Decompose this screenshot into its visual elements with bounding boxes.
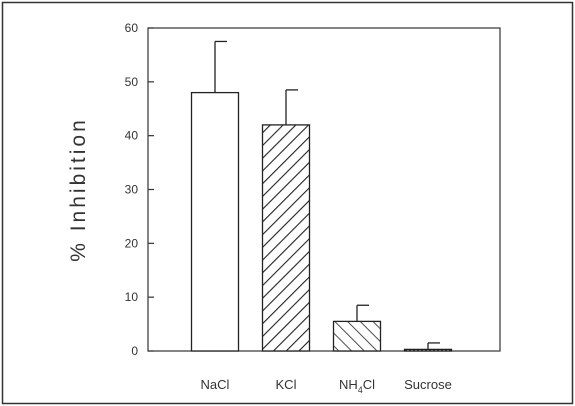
bar bbox=[403, 348, 453, 352]
y-tick-label: 20 bbox=[125, 236, 139, 250]
bars-group bbox=[190, 40, 453, 352]
category-label-base: Sucrose bbox=[404, 377, 452, 392]
y-tick-label: 10 bbox=[125, 290, 139, 304]
x-tick-label: KCl bbox=[276, 377, 297, 392]
category-label-tail: Cl bbox=[363, 377, 375, 392]
bar bbox=[190, 91, 240, 352]
category-label-subscript: 4 bbox=[358, 385, 363, 395]
category-label-base: KCl bbox=[276, 377, 297, 392]
x-axis: NaCl KCl NH4Cl Sucrose bbox=[201, 377, 452, 395]
y-tick-label: 50 bbox=[125, 75, 139, 89]
y-tick-label: 0 bbox=[131, 344, 138, 358]
x-tick-label: NH4Cl bbox=[339, 377, 375, 395]
x-tick-label: NaCl bbox=[201, 377, 230, 392]
x-tick-label: Sucrose bbox=[404, 377, 452, 392]
category-label-base: NH bbox=[339, 377, 358, 392]
y-tick-label: 30 bbox=[125, 183, 139, 197]
y-tick-label: 40 bbox=[125, 129, 139, 143]
y-tick-label: 60 bbox=[125, 21, 139, 35]
category-label-base: NaCl bbox=[201, 377, 230, 392]
y-axis: 0 10 20 30 40 50 60 bbox=[125, 21, 154, 358]
y-axis-label: % Inhibition bbox=[67, 117, 90, 262]
bar bbox=[261, 124, 311, 352]
bar bbox=[332, 320, 382, 352]
